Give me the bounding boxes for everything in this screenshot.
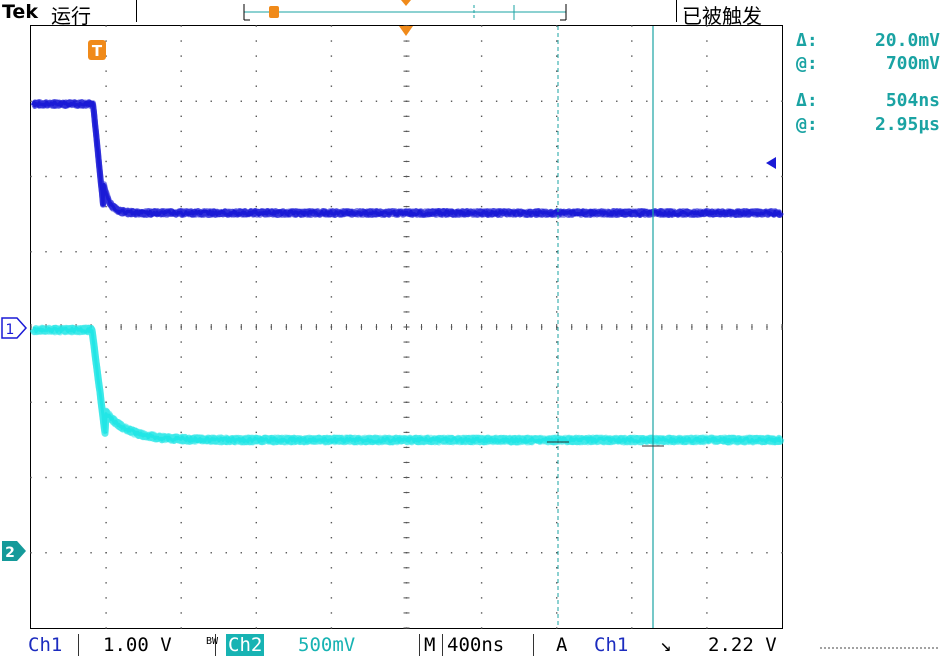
brand-logo: Tek [2, 1, 38, 23]
ch2-trace [29, 324, 785, 446]
ch2-marker[interactable]: 2 [2, 541, 26, 561]
run-state-label: 运行 [51, 4, 91, 28]
trigger-level[interactable]: 2.22 V [708, 634, 777, 656]
ch1-trace [30, 99, 784, 218]
svg-text:T: T [92, 42, 103, 60]
ch1-marker[interactable]: 1 [1, 317, 28, 339]
acquisition-label: A [556, 634, 568, 656]
record-view-bar [243, 0, 567, 21]
trigger-position-marker[interactable] [399, 26, 413, 36]
ch1-trace [31, 100, 783, 217]
timebase-value[interactable]: 400ns [442, 634, 534, 656]
ch1-scale[interactable]: 1.00 V [78, 634, 216, 656]
ch2-label[interactable]: Ch2 [226, 634, 265, 656]
trigger-point-marker[interactable]: T [88, 40, 106, 60]
timebase-label: M [424, 634, 436, 656]
trigger-source[interactable]: Ch1 [594, 634, 629, 656]
ch1-trace [31, 99, 784, 218]
bandwidth-limit-icon: BW [206, 636, 219, 647]
ch2-trace [32, 326, 782, 444]
ch2-trace [29, 324, 784, 446]
trigger-state-label: 已被触发 [682, 4, 762, 28]
trigger-slope-icon[interactable]: ↘ [660, 634, 672, 656]
status-bar: Tek 运行 已被触发 [0, 0, 940, 28]
separator [676, 0, 677, 22]
ch1-trace [31, 99, 783, 218]
ch1-label[interactable]: Ch1 [28, 634, 63, 656]
svg-text:1: 1 [6, 322, 15, 338]
ch1-trigger-level-marker[interactable] [766, 157, 776, 169]
graticule [30, 25, 783, 629]
ch2-scale[interactable]: 500mV [274, 634, 420, 656]
cursor-crosshair [547, 441, 664, 447]
svg-text:2: 2 [5, 545, 15, 561]
traces [29, 99, 785, 446]
ch2-trace [30, 324, 785, 446]
settings-bar: Ch1 1.00 V BW Ch2 500mV M 400ns A Ch1 ↘ … [0, 634, 940, 660]
separator [136, 0, 137, 22]
